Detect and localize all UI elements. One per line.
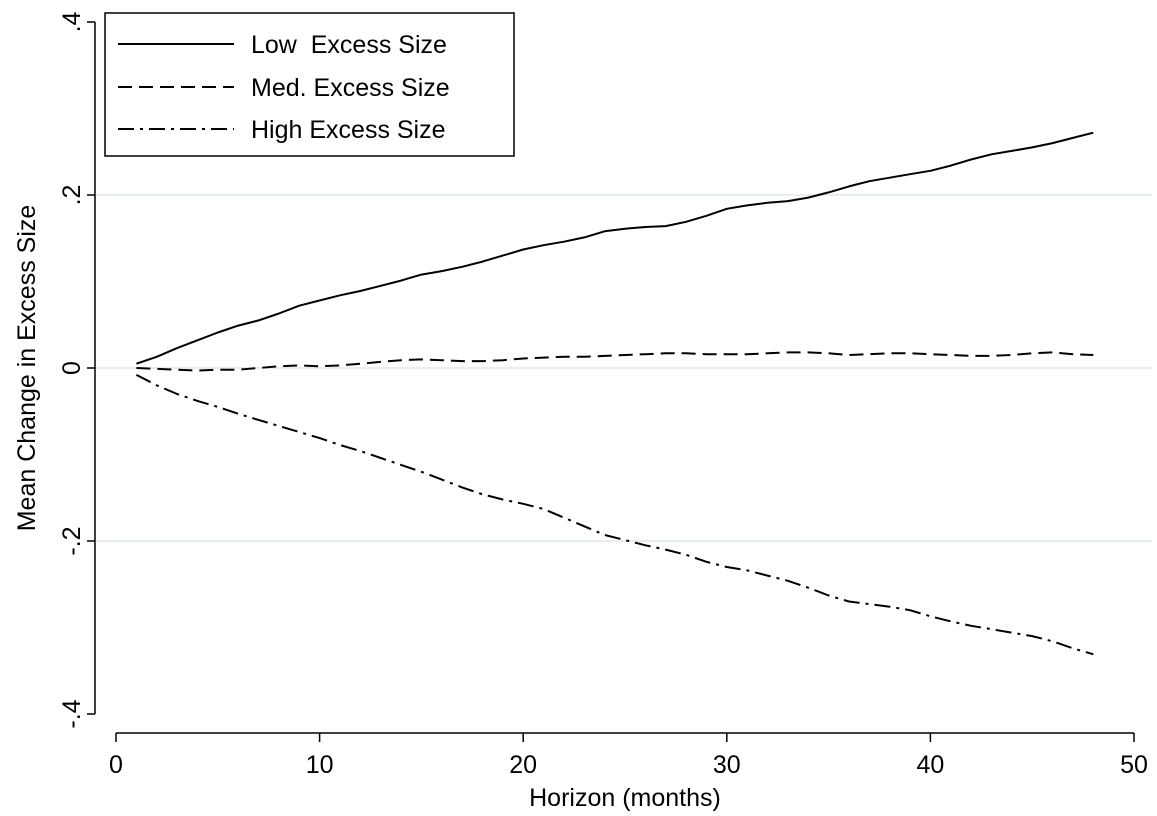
y-tick-label: .4 — [58, 11, 86, 32]
legend-label-high: High Excess Size — [251, 116, 446, 144]
y-tick-label: -.2 — [58, 526, 86, 555]
series-lines — [135, 131, 1094, 656]
legend-label-low: Low Excess Size — [251, 31, 447, 59]
series-line-high — [135, 374, 1094, 656]
y-axis: -.4 -.2 0 .2 .4 — [58, 11, 96, 729]
series-line-low — [136, 131, 1094, 365]
x-tick-label: 20 — [509, 751, 537, 779]
gridlines — [96, 194, 1152, 542]
x-tick-label: 30 — [713, 751, 741, 779]
x-tick-label: 40 — [916, 751, 944, 779]
legend: Low Excess Size Med. Excess Size High Ex… — [104, 12, 515, 157]
y-tick-label: 0 — [58, 361, 86, 375]
y-axis-title: Mean Change in Excess Size — [13, 205, 41, 532]
legend-label-med: Med. Excess Size — [251, 74, 450, 102]
x-axis-title: Horizon (months) — [529, 784, 721, 812]
x-tick-label: 10 — [306, 751, 334, 779]
x-tick-label: 0 — [109, 751, 123, 779]
x-axis: 0 10 20 30 40 50 — [109, 732, 1148, 779]
series-line-med — [136, 351, 1094, 372]
legend-box — [104, 12, 515, 157]
y-tick-label: -.4 — [58, 699, 86, 728]
y-tick-label: .2 — [58, 185, 86, 206]
x-tick-label: 50 — [1120, 751, 1148, 779]
